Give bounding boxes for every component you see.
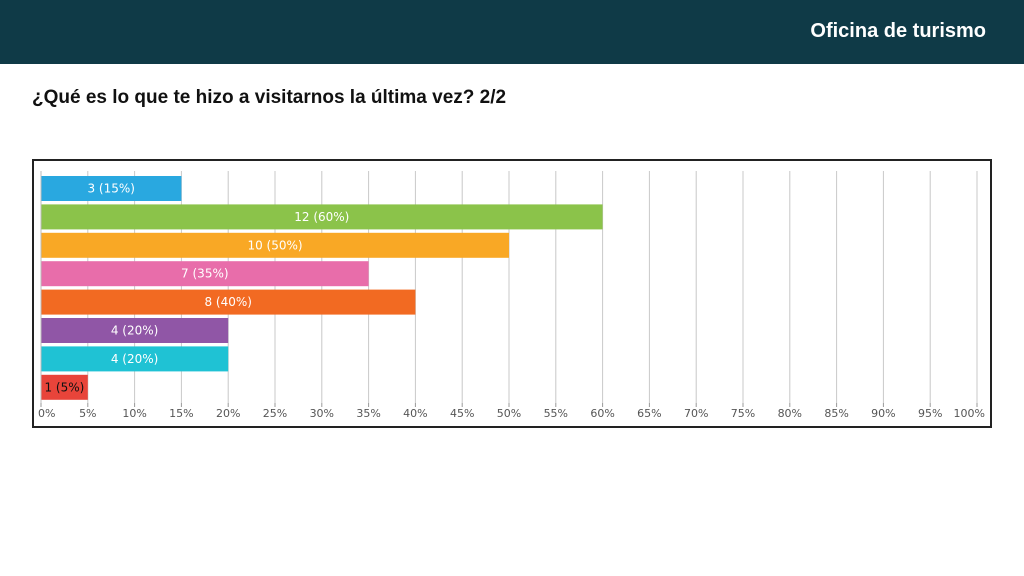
bar	[41, 289, 416, 315]
bar-data-label: 1 (5%)	[44, 380, 84, 394]
x-tick-label: 70%	[684, 407, 708, 420]
x-tick-label: 40%	[403, 407, 427, 420]
bar-data-label: 12 (60%)	[294, 210, 349, 224]
x-tick-label: 0%	[38, 407, 55, 420]
x-axis: 0% 5% 10% 15% 20% 25% 30% 35% 40% 45% 50% 55% 60% 65%…	[38, 171, 985, 420]
bar	[41, 204, 603, 230]
x-tick-label: 75%	[731, 407, 755, 420]
x-tick-label: 30%	[310, 407, 334, 420]
x-tick-label: 80%	[778, 407, 802, 420]
chart-frame: 3 (15%) 12 (60%) 10 (50%) 7 (35%) 8 (40%) 4 (…	[32, 159, 992, 428]
bar-data-label: 8 (40%)	[204, 295, 251, 309]
header-bar: Oficina de turismo	[0, 0, 1024, 64]
bar	[41, 318, 229, 343]
x-tick-label: 15%	[169, 407, 193, 420]
bar	[41, 176, 182, 201]
x-tick-label: 20%	[216, 407, 240, 420]
x-tick-label: 25%	[263, 407, 287, 420]
x-tick-label: 90%	[871, 407, 895, 420]
x-tick-label: 85%	[824, 407, 848, 420]
bar-data-label: 4 (20%)	[111, 324, 158, 338]
x-tick-label: 95%	[918, 407, 942, 420]
bar-data-label: 7 (35%)	[181, 267, 228, 281]
bar	[41, 261, 369, 287]
x-tick-label: 35%	[356, 407, 380, 420]
x-tick-label: 50%	[497, 407, 521, 420]
bar-data-label: 10 (50%)	[247, 238, 302, 252]
survey-question: ¿Qué es lo que te hizo a visitarnos la ú…	[32, 87, 507, 108]
bar-data-label: 4 (20%)	[111, 352, 158, 366]
bar	[41, 346, 229, 372]
x-tick-label: 60%	[590, 407, 614, 420]
x-tick-label: 5%	[79, 407, 96, 420]
bar	[41, 232, 509, 258]
bar-data-label: 3 (15%)	[87, 182, 134, 196]
x-tick-label: 65%	[637, 407, 661, 420]
bar	[41, 374, 88, 400]
x-tick-label: 10%	[122, 407, 146, 420]
x-tick-label: 100%	[954, 407, 985, 420]
x-tick-label: 55%	[544, 407, 568, 420]
bars: 3 (15%) 12 (60%) 10 (50%) 7 (35%) 8 (40%) 4 (…	[41, 176, 603, 400]
bar-chart: 3 (15%) 12 (60%) 10 (50%) 7 (35%) 8 (40%) 4 (…	[38, 171, 985, 420]
header-title: Oficina de turismo	[810, 20, 986, 42]
x-tick-label: 45%	[450, 407, 474, 420]
